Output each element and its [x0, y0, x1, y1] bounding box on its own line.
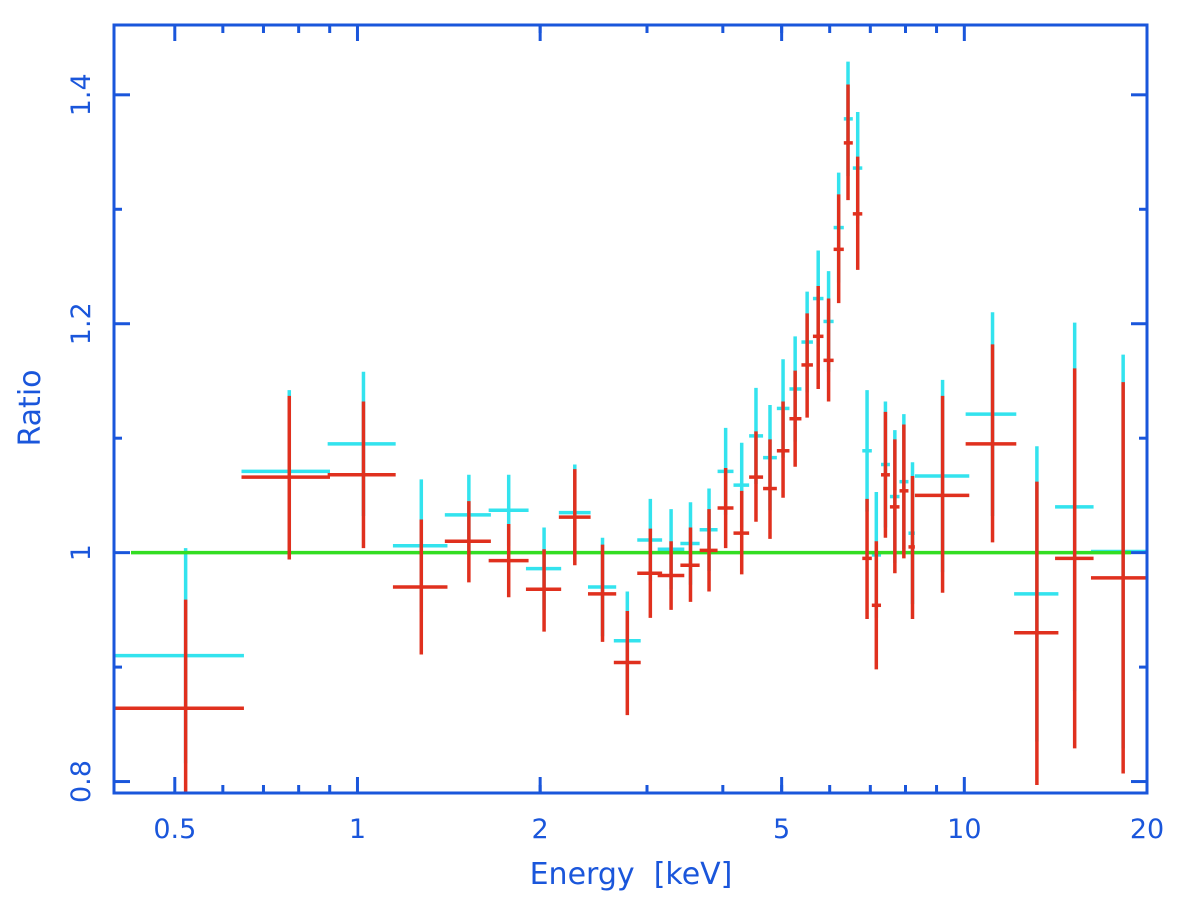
y-tick-label: 1.4 [66, 73, 97, 116]
data-point-cyan [862, 390, 872, 512]
y-tick-label: 1.2 [66, 302, 97, 345]
data-point-red [812, 285, 824, 389]
data-point-red [823, 298, 834, 402]
data-point-red [699, 509, 718, 592]
y-tick-label: 1 [66, 544, 97, 561]
y-tick-label: 0.8 [66, 760, 97, 803]
data-point-red [1055, 368, 1094, 749]
x-tick-label: 5 [773, 814, 790, 845]
data-point-red [763, 439, 777, 539]
data-point-red [637, 528, 663, 618]
x-tick-label: 0.5 [153, 814, 196, 845]
data-point-red [657, 541, 685, 610]
data-point-red [1014, 481, 1059, 785]
data-point-red [965, 344, 1017, 543]
data-point-red [801, 313, 813, 418]
data-point-red [889, 439, 900, 574]
data-point-red [776, 401, 790, 498]
data-point-red [327, 401, 396, 549]
data-point-red [733, 490, 750, 575]
data-point-red [914, 395, 970, 593]
x-tick-label: 20 [1130, 814, 1164, 845]
data-point-red [488, 524, 529, 598]
plot-frame [112, 23, 1149, 795]
data-point-red [1090, 382, 1147, 774]
x-axis-label: Energy [keV] [530, 857, 733, 892]
data-point-red [392, 519, 448, 655]
data-point-red [908, 475, 915, 620]
data-point-cyan [241, 390, 330, 553]
data-point-red [587, 544, 617, 642]
x-tick-label: 1 [349, 814, 366, 845]
series-red [114, 84, 1147, 793]
data-point-red [852, 156, 863, 270]
data-point-red [862, 498, 872, 620]
data-point-red [613, 611, 641, 716]
axes: 0.5 1 2 5 10 20 0.8 1 1.2 1.4 [66, 23, 1164, 845]
data-point-red [241, 395, 330, 560]
x-tick-label: 10 [947, 814, 981, 845]
data-point-red [717, 467, 734, 549]
x-tick-label: 2 [532, 814, 549, 845]
data-point-red [899, 424, 909, 559]
data-point-red [114, 599, 244, 793]
data-point-red [881, 411, 890, 538]
data-point-red [558, 469, 591, 566]
data-point-cyan [327, 371, 396, 517]
data-point-red [843, 84, 853, 201]
data-point-red [680, 527, 700, 602]
data-point-cyan [114, 548, 244, 764]
data-point-red [871, 541, 882, 670]
data-point-red [525, 549, 562, 632]
plot-area [114, 61, 1147, 793]
data-point-red [833, 194, 844, 304]
data-point-red [789, 370, 802, 467]
data-point-red [749, 431, 764, 522]
y-axis-label: Ratio [13, 369, 48, 446]
data-point-red [444, 501, 491, 583]
